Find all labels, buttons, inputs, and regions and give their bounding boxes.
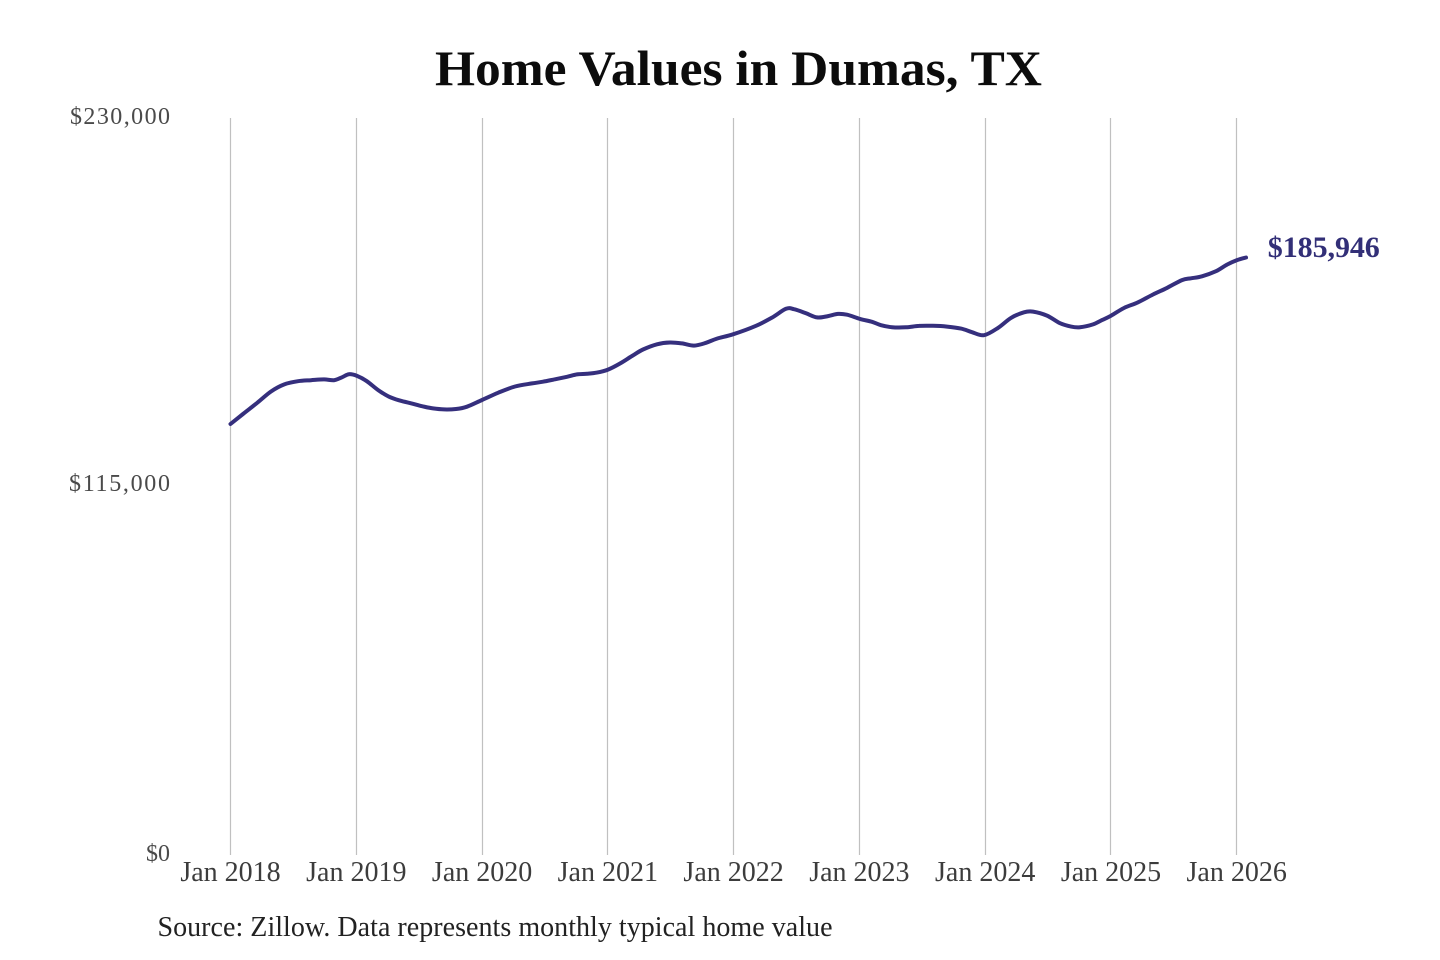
svg-text:$230,000: $230,000 <box>70 104 170 130</box>
svg-text:Jan 2021: Jan 2021 <box>558 857 658 888</box>
svg-text:Jan 2026: Jan 2026 <box>1187 857 1287 888</box>
svg-text:Jan 2023: Jan 2023 <box>809 857 909 888</box>
svg-text:Jan 2022: Jan 2022 <box>683 857 783 888</box>
svg-text:Jan 2024: Jan 2024 <box>935 857 1035 888</box>
svg-text:Jan 2018: Jan 2018 <box>180 857 280 888</box>
svg-text:Jan 2025: Jan 2025 <box>1061 857 1161 888</box>
svg-text:Jan 2020: Jan 2020 <box>432 857 532 888</box>
svg-text:$185,946: $185,946 <box>1268 231 1380 264</box>
svg-text:Source: Zillow. Data represent: Source: Zillow. Data represents monthly … <box>158 912 833 943</box>
svg-text:Jan 2019: Jan 2019 <box>306 857 406 888</box>
svg-text:Home Values in Dumas, TX: Home Values in Dumas, TX <box>435 40 1042 96</box>
svg-text:$0: $0 <box>146 841 170 867</box>
svg-text:$115,000: $115,000 <box>69 471 170 497</box>
